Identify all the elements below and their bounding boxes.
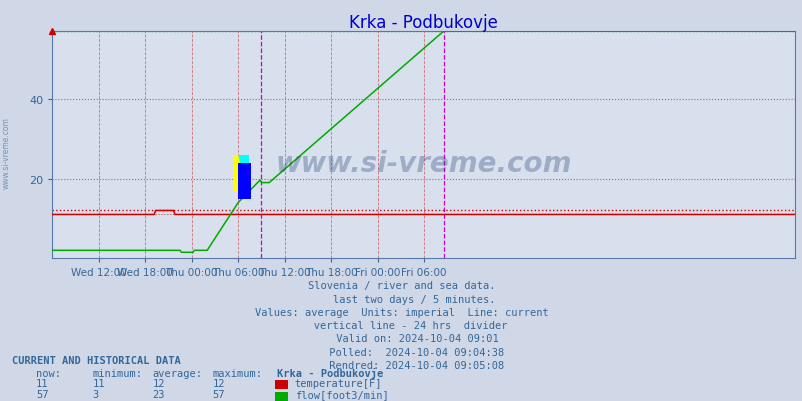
Text: Polled:  2024-10-04 09:04:38: Polled: 2024-10-04 09:04:38 — [298, 347, 504, 357]
Text: www.si-vreme.com: www.si-vreme.com — [2, 117, 11, 188]
Text: Valid on: 2024-10-04 09:01: Valid on: 2024-10-04 09:01 — [304, 334, 498, 344]
Polygon shape — [238, 155, 249, 191]
Text: 57: 57 — [36, 389, 49, 399]
Text: 12: 12 — [213, 378, 225, 388]
Text: CURRENT AND HISTORICAL DATA: CURRENT AND HISTORICAL DATA — [12, 355, 180, 365]
Title: Krka - Podbukovje: Krka - Podbukovje — [349, 14, 497, 32]
Text: now:: now: — [36, 368, 61, 378]
Text: Rendred: 2024-10-04 09:05:08: Rendred: 2024-10-04 09:05:08 — [298, 360, 504, 370]
Bar — [233, 155, 245, 191]
Text: temperature[F]: temperature[F] — [294, 378, 382, 388]
Text: 11: 11 — [36, 378, 49, 388]
Text: Values: average  Units: imperial  Line: current: Values: average Units: imperial Line: cu… — [254, 307, 548, 317]
Text: 23: 23 — [152, 389, 165, 399]
Text: 11: 11 — [92, 378, 105, 388]
Text: average:: average: — [152, 368, 202, 378]
Text: 57: 57 — [213, 389, 225, 399]
Text: Krka - Podbukovje: Krka - Podbukovje — [277, 367, 383, 378]
Text: vertical line - 24 hrs  divider: vertical line - 24 hrs divider — [295, 320, 507, 330]
Text: 12: 12 — [152, 378, 165, 388]
Text: Slovenia / river and sea data.: Slovenia / river and sea data. — [307, 281, 495, 291]
Text: flow[foot3/min]: flow[foot3/min] — [294, 389, 388, 399]
Text: last two days / 5 minutes.: last two days / 5 minutes. — [307, 294, 495, 304]
Text: www.si-vreme.com: www.si-vreme.com — [275, 150, 571, 178]
Text: 3: 3 — [92, 389, 99, 399]
Text: minimum:: minimum: — [92, 368, 142, 378]
Bar — [238, 163, 251, 199]
Text: maximum:: maximum: — [213, 368, 262, 378]
